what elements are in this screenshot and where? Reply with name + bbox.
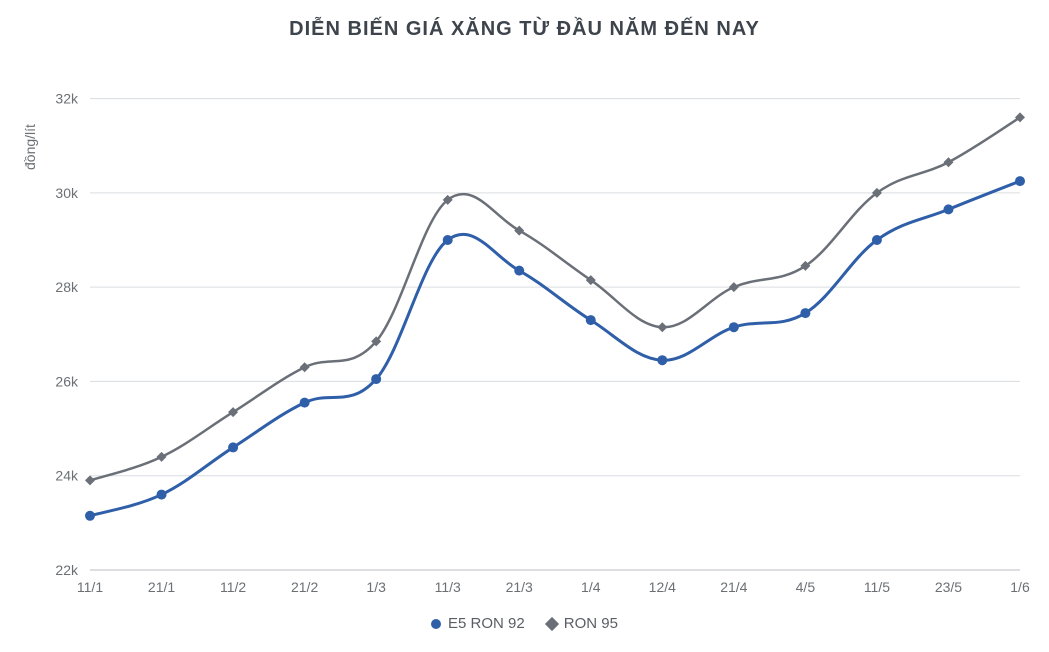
svg-text:12/4: 12/4 bbox=[649, 579, 676, 595]
legend-item: E5 RON 92 bbox=[431, 615, 525, 632]
svg-text:11/3: 11/3 bbox=[435, 579, 461, 595]
circle-marker-icon bbox=[431, 619, 441, 629]
chart-plot: 22k 24k 26k 28k 30k 32k 11/1 21/1 11/2 21/2 1/3 11/… bbox=[0, 0, 1049, 652]
svg-text:32k: 32k bbox=[55, 91, 79, 107]
legend-item: RON 95 bbox=[547, 615, 618, 632]
svg-text:21/2: 21/2 bbox=[291, 579, 318, 595]
legend-label: E5 RON 92 bbox=[448, 615, 525, 632]
svg-text:1/4: 1/4 bbox=[581, 579, 601, 595]
svg-text:1/6: 1/6 bbox=[1010, 579, 1030, 595]
diamond-marker-icon bbox=[545, 616, 559, 630]
svg-text:22k: 22k bbox=[55, 562, 79, 578]
svg-text:4/5: 4/5 bbox=[796, 579, 816, 595]
svg-text:21/3: 21/3 bbox=[506, 579, 533, 595]
svg-text:24k: 24k bbox=[55, 468, 79, 484]
svg-text:26k: 26k bbox=[55, 373, 79, 389]
svg-text:11/2: 11/2 bbox=[220, 579, 246, 595]
legend-label: RON 95 bbox=[564, 615, 618, 632]
svg-text:30k: 30k bbox=[55, 185, 79, 201]
chart-container: DIỄN BIẾN GIÁ XĂNG TỪ ĐẦU NĂM ĐẾN NAY đồ… bbox=[0, 0, 1049, 652]
svg-text:11/1: 11/1 bbox=[77, 579, 103, 595]
svg-text:21/4: 21/4 bbox=[720, 579, 747, 595]
chart-legend: E5 RON 92 RON 95 bbox=[0, 615, 1049, 632]
svg-text:23/5: 23/5 bbox=[935, 579, 962, 595]
svg-text:11/5: 11/5 bbox=[864, 579, 890, 595]
svg-text:1/3: 1/3 bbox=[366, 579, 386, 595]
svg-text:28k: 28k bbox=[55, 279, 79, 295]
svg-text:21/1: 21/1 bbox=[148, 579, 175, 595]
